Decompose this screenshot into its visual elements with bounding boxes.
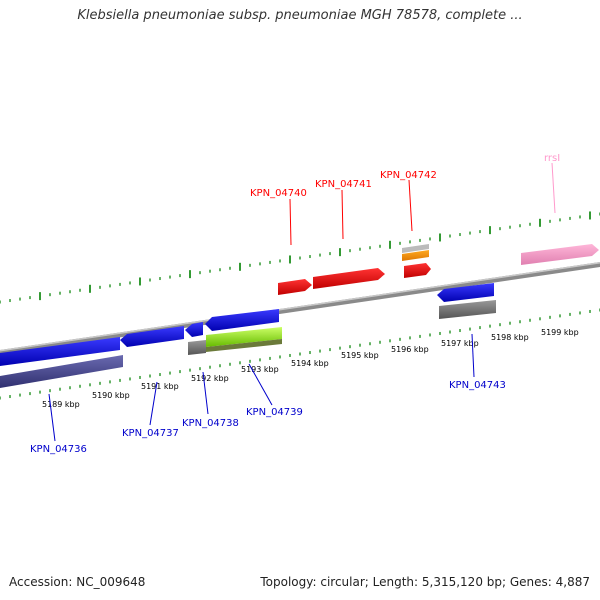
gene-KPN_04737[interactable] bbox=[120, 326, 184, 347]
gene-label-KPN_04743[interactable]: KPN_04743 bbox=[449, 380, 506, 391]
ruler-label-5199: 5199 kbp bbox=[541, 328, 579, 337]
reverse-strand-scale bbox=[0, 308, 600, 400]
gene-label-KPN_04741[interactable]: KPN_04741 bbox=[315, 179, 372, 190]
feature-KPN_04738-gray[interactable] bbox=[188, 340, 206, 355]
ruler-label-5192: 5192 kbp bbox=[191, 374, 229, 383]
gene-label-KPN_04738[interactable]: KPN_04738 bbox=[182, 418, 239, 429]
feature-KPN_04742-gray[interactable] bbox=[402, 244, 429, 253]
gene-rrsI[interactable] bbox=[521, 244, 599, 265]
feature-KPN_04736-track2[interactable] bbox=[0, 355, 123, 388]
ruler-label-5195: 5195 kbp bbox=[341, 351, 379, 360]
ruler-label-5191: 5191 kbp bbox=[141, 382, 179, 391]
gene-label-KPN_04739[interactable]: KPN_04739 bbox=[246, 407, 303, 418]
gene-label-KPN_04736[interactable]: KPN_04736 bbox=[30, 444, 87, 455]
gene-label-rrsI[interactable]: rrsI bbox=[544, 153, 560, 164]
gene-label-KPN_04740[interactable]: KPN_04740 bbox=[250, 188, 307, 199]
feature-KPN_04739-lime[interactable] bbox=[206, 327, 282, 347]
gene-KPN_04742[interactable] bbox=[404, 263, 431, 278]
ruler-label-5193: 5193 kbp bbox=[241, 365, 279, 374]
forward-label-leaders bbox=[289, 162, 556, 246]
topology-text: Topology: circular; Length: 5,315,120 bp… bbox=[260, 575, 590, 589]
feature-KPN_04743-gray[interactable] bbox=[439, 300, 496, 319]
feature-KPN_04739-olive[interactable] bbox=[206, 339, 282, 352]
ruler-label-5190: 5190 kbp bbox=[92, 391, 130, 400]
feature-KPN_04742-orange[interactable] bbox=[402, 250, 429, 261]
genome-backbone-highlight bbox=[0, 262, 600, 352]
ruler-label-5189: 5189 kbp bbox=[42, 400, 80, 409]
ruler-label-5196: 5196 kbp bbox=[391, 345, 429, 354]
gene-KPN_04743[interactable] bbox=[437, 283, 494, 302]
gene-KPN_04738[interactable] bbox=[185, 322, 203, 337]
gene-KPN_04740[interactable] bbox=[278, 279, 312, 295]
reverse-gene-labels: KPN_04736 KPN_04737 KPN_04738 KPN_04739 … bbox=[30, 380, 506, 455]
gene-label-KPN_04737[interactable]: KPN_04737 bbox=[122, 428, 179, 439]
ruler-label-5194: 5194 kbp bbox=[291, 359, 329, 368]
gene-KPN_04739[interactable] bbox=[205, 309, 279, 331]
forward-gene-labels: KPN_04740 KPN_04741 KPN_04742 rrsI bbox=[250, 153, 560, 199]
ruler-label-5197: 5197 kbp bbox=[441, 339, 479, 348]
gene-label-KPN_04742[interactable]: KPN_04742 bbox=[380, 170, 437, 181]
reverse-label-leaders bbox=[48, 333, 475, 442]
map-title: Klebsiella pneumoniae subsp. pneumoniae … bbox=[77, 8, 523, 23]
gene-KPN_04736[interactable] bbox=[0, 337, 120, 366]
ruler-label-5198: 5198 kbp bbox=[491, 333, 529, 342]
ruler-labels: 5189 kbp 5190 kbp 5191 kbp 5192 kbp 5193… bbox=[42, 328, 579, 409]
accession-text: Accession: NC_009648 bbox=[9, 575, 146, 589]
gene-KPN_04741[interactable] bbox=[313, 268, 385, 289]
forward-strand-scale bbox=[0, 211, 600, 304]
